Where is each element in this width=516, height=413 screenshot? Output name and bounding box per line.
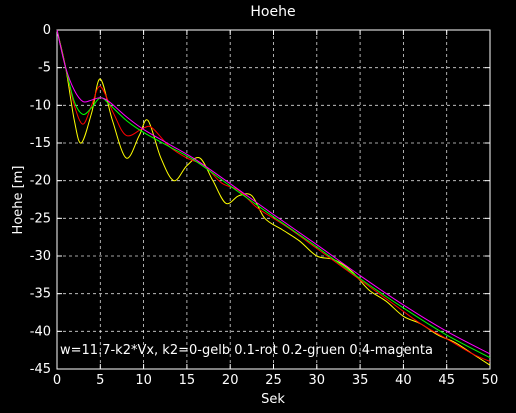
series-line-1	[56, 29, 491, 362]
y-tick-label: -10	[30, 98, 51, 113]
x-tick-label: 15	[179, 373, 196, 388]
x-tick-label: 0	[53, 373, 61, 388]
x-tick-label: 20	[222, 373, 239, 388]
y-tick-label: -15	[30, 136, 51, 151]
x-tick-label: 40	[395, 373, 412, 388]
series-line-3	[56, 29, 491, 355]
x-tick-label: 30	[309, 373, 326, 388]
y-tick-label: -45	[30, 362, 51, 377]
series-line-0	[56, 29, 491, 366]
x-tick-label: 50	[482, 373, 499, 388]
chart-title: Hoehe	[250, 4, 295, 20]
y-axis-label: Hoehe [m]	[11, 166, 26, 235]
chart-annotation: w=11.7-k2*Vx, k2=0-gelb 0.1-rot 0.2-grue…	[60, 343, 433, 358]
y-tick-label: -20	[30, 174, 51, 189]
series-lines	[56, 29, 491, 366]
x-tick-label: 5	[96, 373, 104, 388]
y-tick-label: -5	[38, 61, 51, 76]
y-tick-label: -35	[30, 287, 51, 302]
series-line-2	[56, 29, 491, 359]
y-tick-label: 0	[43, 23, 51, 38]
x-tick-label: 25	[265, 373, 282, 388]
x-axis-ticks: 0 5 10 15 20 25 30 35 40 45 50	[53, 30, 498, 388]
y-axis-ticks: 0 -5 -10 -15 -20 -25 -30 -35 -40 -45	[30, 23, 490, 377]
y-tick-label: -25	[30, 211, 51, 226]
x-tick-label: 45	[438, 373, 455, 388]
x-tick-label: 35	[352, 373, 369, 388]
y-tick-label: -30	[30, 249, 51, 264]
y-tick-label: -40	[30, 324, 51, 339]
x-axis-label: Sek	[261, 392, 285, 407]
x-tick-label: 10	[135, 373, 152, 388]
